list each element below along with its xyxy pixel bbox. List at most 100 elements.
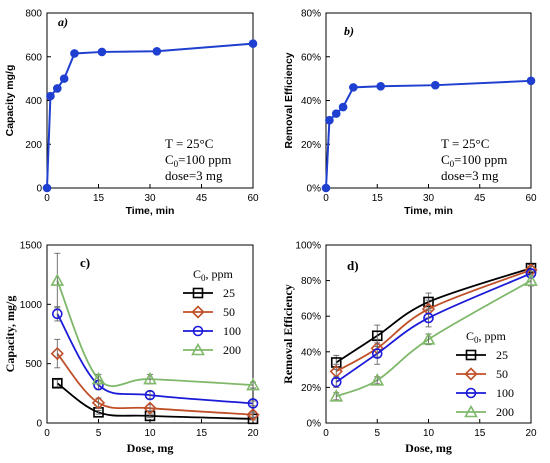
y-tick-label: 600 xyxy=(25,52,42,63)
annotation-temperature: T = 25°C xyxy=(165,136,213,151)
y-axis-title: Removal Efficiency xyxy=(283,52,295,148)
x-axis-title: Time, min xyxy=(404,205,453,217)
data-point xyxy=(325,115,334,125)
data-point xyxy=(91,371,106,385)
data-point xyxy=(524,273,538,286)
data-point xyxy=(59,74,69,83)
y-tick-label: 40% xyxy=(301,96,321,107)
legend-label: 50 xyxy=(223,305,235,319)
series-line xyxy=(325,79,532,189)
series-50 xyxy=(50,338,260,422)
data-point xyxy=(152,46,162,56)
y-tick-label: 80% xyxy=(301,9,321,20)
data-point xyxy=(42,183,52,193)
legend: C0, ppm 25 50 100 200 xyxy=(456,329,514,419)
legend-swatch-marker xyxy=(191,305,205,319)
data-point xyxy=(144,389,156,401)
x-axis-title: Dose, mg xyxy=(405,441,452,455)
data-point xyxy=(97,47,107,57)
x-tick-label: 5 xyxy=(96,428,102,439)
series-line xyxy=(56,280,254,388)
y-tick-label: 800 xyxy=(25,9,42,20)
series-200 xyxy=(50,252,260,391)
chart-panel-3: 0 500 1000 1500 0 5 10 15 20 Dose, mg Capacity, mg… xyxy=(3,241,260,455)
x-tick-label: 45 xyxy=(474,193,486,204)
x-tick-label: 60 xyxy=(525,193,537,204)
legend-swatch-marker xyxy=(465,387,477,399)
data-point xyxy=(370,373,385,386)
series-200 xyxy=(329,273,538,402)
x-tick-label: 15 xyxy=(372,193,384,204)
y-tick-label: 1500 xyxy=(20,241,43,252)
legend-title: C0, ppm xyxy=(466,329,507,345)
chart-panel-4: 0% 20% 40% 60% 80% 100% 0 5 10 15 20 Dose, mg Remova… xyxy=(281,241,538,455)
legend-label: 25 xyxy=(223,286,235,300)
x-tick-label: 30 xyxy=(423,193,435,204)
data-point xyxy=(143,371,157,385)
y-axis-title: Capacity mg/g xyxy=(4,65,16,137)
x-tick-label: 0 xyxy=(323,193,329,204)
series-100 xyxy=(51,306,259,409)
x-tick-label: 30 xyxy=(144,193,156,204)
data-point xyxy=(526,76,536,86)
data-point xyxy=(53,84,62,93)
data-point xyxy=(50,346,64,361)
data-point xyxy=(51,308,63,320)
annotation-dose: dose=3 mg xyxy=(165,168,223,183)
data-point xyxy=(50,273,65,286)
panel-label: d) xyxy=(347,258,359,273)
y-axis-title: Capacity, mg/g xyxy=(3,296,17,373)
y-tick-label: 400 xyxy=(25,96,42,107)
annotation-concentration: C0=100 ppm xyxy=(165,152,231,169)
legend-swatch-marker xyxy=(464,367,478,381)
x-tick-label: 60 xyxy=(247,193,259,204)
annotation-temperature: T = 25°C xyxy=(441,136,489,151)
legend-label: 100 xyxy=(223,324,241,338)
legend-label: 25 xyxy=(496,348,508,362)
legend-swatch-marker xyxy=(465,349,477,361)
data-point xyxy=(331,109,341,118)
data-point xyxy=(376,81,385,91)
data-point xyxy=(423,312,434,324)
y-tick-label: 40% xyxy=(301,347,321,358)
series-line xyxy=(335,269,532,373)
data-point xyxy=(329,389,344,402)
data-point xyxy=(330,376,342,388)
x-tick-label: 5 xyxy=(374,428,380,439)
data-point xyxy=(91,396,106,410)
y-tick-label: 0% xyxy=(307,419,322,430)
x-tick-label: 20 xyxy=(525,428,537,439)
x-tick-label: 0 xyxy=(44,428,50,439)
legend-swatch-marker xyxy=(191,342,205,356)
x-tick-label: 0 xyxy=(44,193,50,204)
legend-swatch-marker xyxy=(192,325,204,337)
y-tick-label: 200 xyxy=(25,140,42,151)
legend-swatch-marker xyxy=(464,404,478,418)
y-tick-label: 100% xyxy=(295,241,321,252)
x-axis-title: Dose, mg xyxy=(127,441,174,455)
data-point xyxy=(246,408,260,422)
y-tick-label: 0% xyxy=(307,184,322,195)
y-tick-label: 80% xyxy=(301,276,321,287)
x-tick-label: 10 xyxy=(144,428,156,439)
legend-label: 200 xyxy=(223,343,241,357)
y-tick-label: 0 xyxy=(36,184,42,195)
data-point xyxy=(371,348,383,359)
series-line xyxy=(335,279,532,398)
x-tick-label: 10 xyxy=(423,428,435,439)
x-tick-label: 15 xyxy=(474,428,486,439)
y-tick-label: 500 xyxy=(25,359,42,370)
panel-label: c) xyxy=(80,255,90,270)
data-point xyxy=(51,377,63,389)
y-tick-label: 20% xyxy=(301,140,321,151)
legend-label: 50 xyxy=(496,367,508,381)
series-line xyxy=(56,353,254,416)
y-tick-label: 20% xyxy=(301,383,321,394)
y-axis-title: Removal Efficiency xyxy=(281,284,295,384)
y-tick-label: 1000 xyxy=(20,300,43,311)
x-tick-label: 45 xyxy=(196,193,208,204)
x-axis-title: Time, min xyxy=(126,205,175,217)
legend-swatch-marker xyxy=(192,287,204,299)
legend-title: C0, ppm xyxy=(193,267,234,283)
data-point xyxy=(248,39,258,48)
